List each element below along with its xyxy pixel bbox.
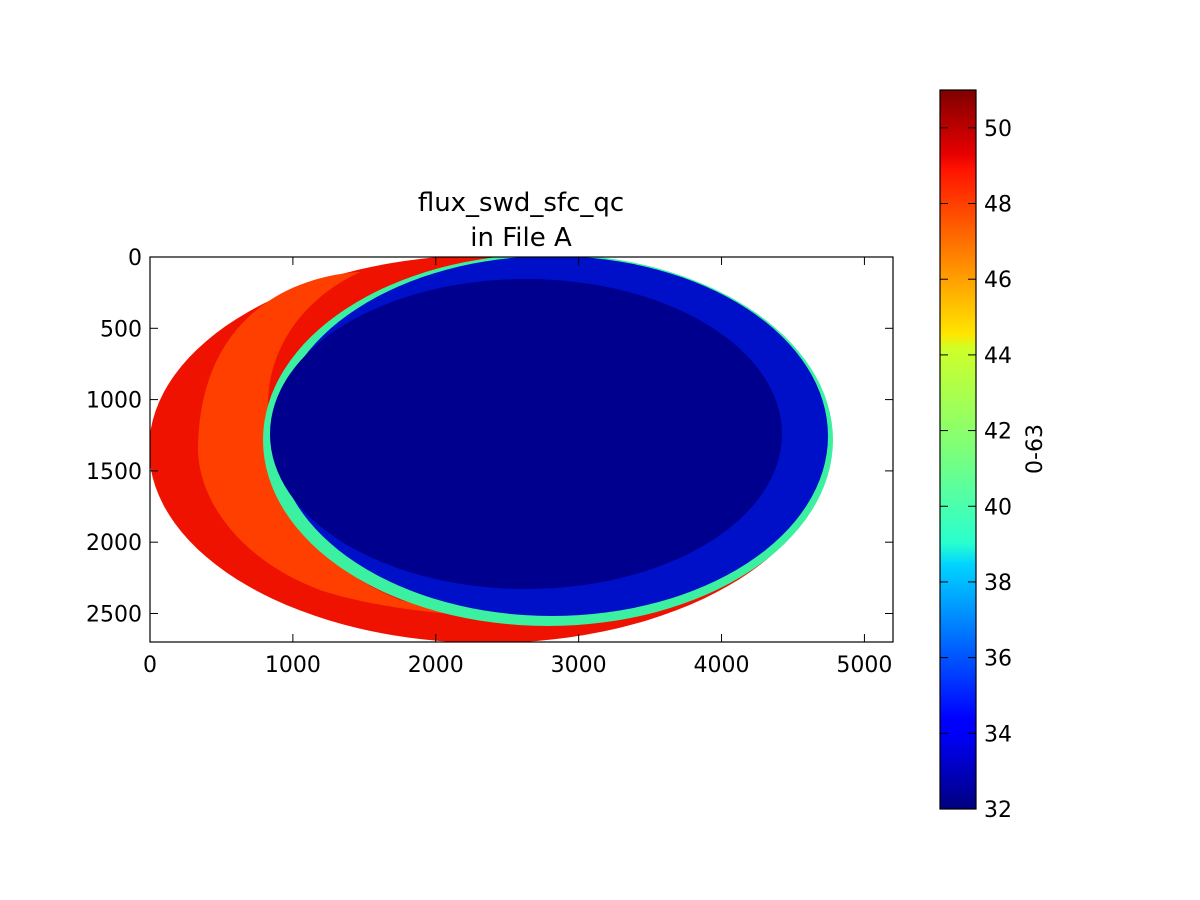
colorbar <box>939 89 977 810</box>
y-tick-label: 1500 <box>86 460 142 485</box>
x-tick-label: 1000 <box>265 653 321 678</box>
colorbar-tick-label: 48 <box>984 193 1012 218</box>
x-axis: 0 1000 2000 3000 4000 5000 <box>143 257 892 678</box>
chart-title-line-2: in File A <box>470 223 572 253</box>
x-tick-label: 2000 <box>408 653 464 678</box>
colorbar-tick-label: 50 <box>984 117 1012 142</box>
colorbar-tick-label: 34 <box>984 722 1012 747</box>
x-tick-label: 4000 <box>694 653 750 678</box>
colorbar-tick-label: 38 <box>984 571 1012 596</box>
colorbar-tick-label: 32 <box>984 798 1012 823</box>
region-eastern-interior <box>270 279 782 589</box>
y-tick-label: 500 <box>100 317 142 342</box>
colorbar-tick-label: 36 <box>984 647 1012 672</box>
colorbar-label: 0-63 <box>1023 424 1048 474</box>
region-western-crescent <box>198 272 560 620</box>
colorbar-tick-label: 44 <box>984 344 1012 369</box>
colorbar-tick-label: 40 <box>984 495 1012 520</box>
y-tick-label: 1000 <box>86 389 142 414</box>
chart-title-line-1: flux_swd_sfc_qc <box>418 188 624 218</box>
y-tick-label: 2500 <box>86 602 142 627</box>
colorbar-tick-label: 46 <box>984 268 1012 293</box>
y-tick-label: 0 <box>128 246 142 271</box>
x-tick-label: 5000 <box>836 653 892 678</box>
y-tick-label: 2000 <box>86 531 142 556</box>
heatmap-image <box>150 257 833 642</box>
colorbar-axis: 32 34 36 38 40 42 44 46 48 50 <box>940 117 1012 823</box>
plot-frame <box>149 256 894 643</box>
x-tick-label: 3000 <box>551 653 607 678</box>
colorbar-tick-label: 42 <box>984 420 1012 445</box>
x-tick-label: 0 <box>143 653 157 678</box>
y-axis: 0 500 1000 1500 2000 2500 <box>86 246 893 627</box>
